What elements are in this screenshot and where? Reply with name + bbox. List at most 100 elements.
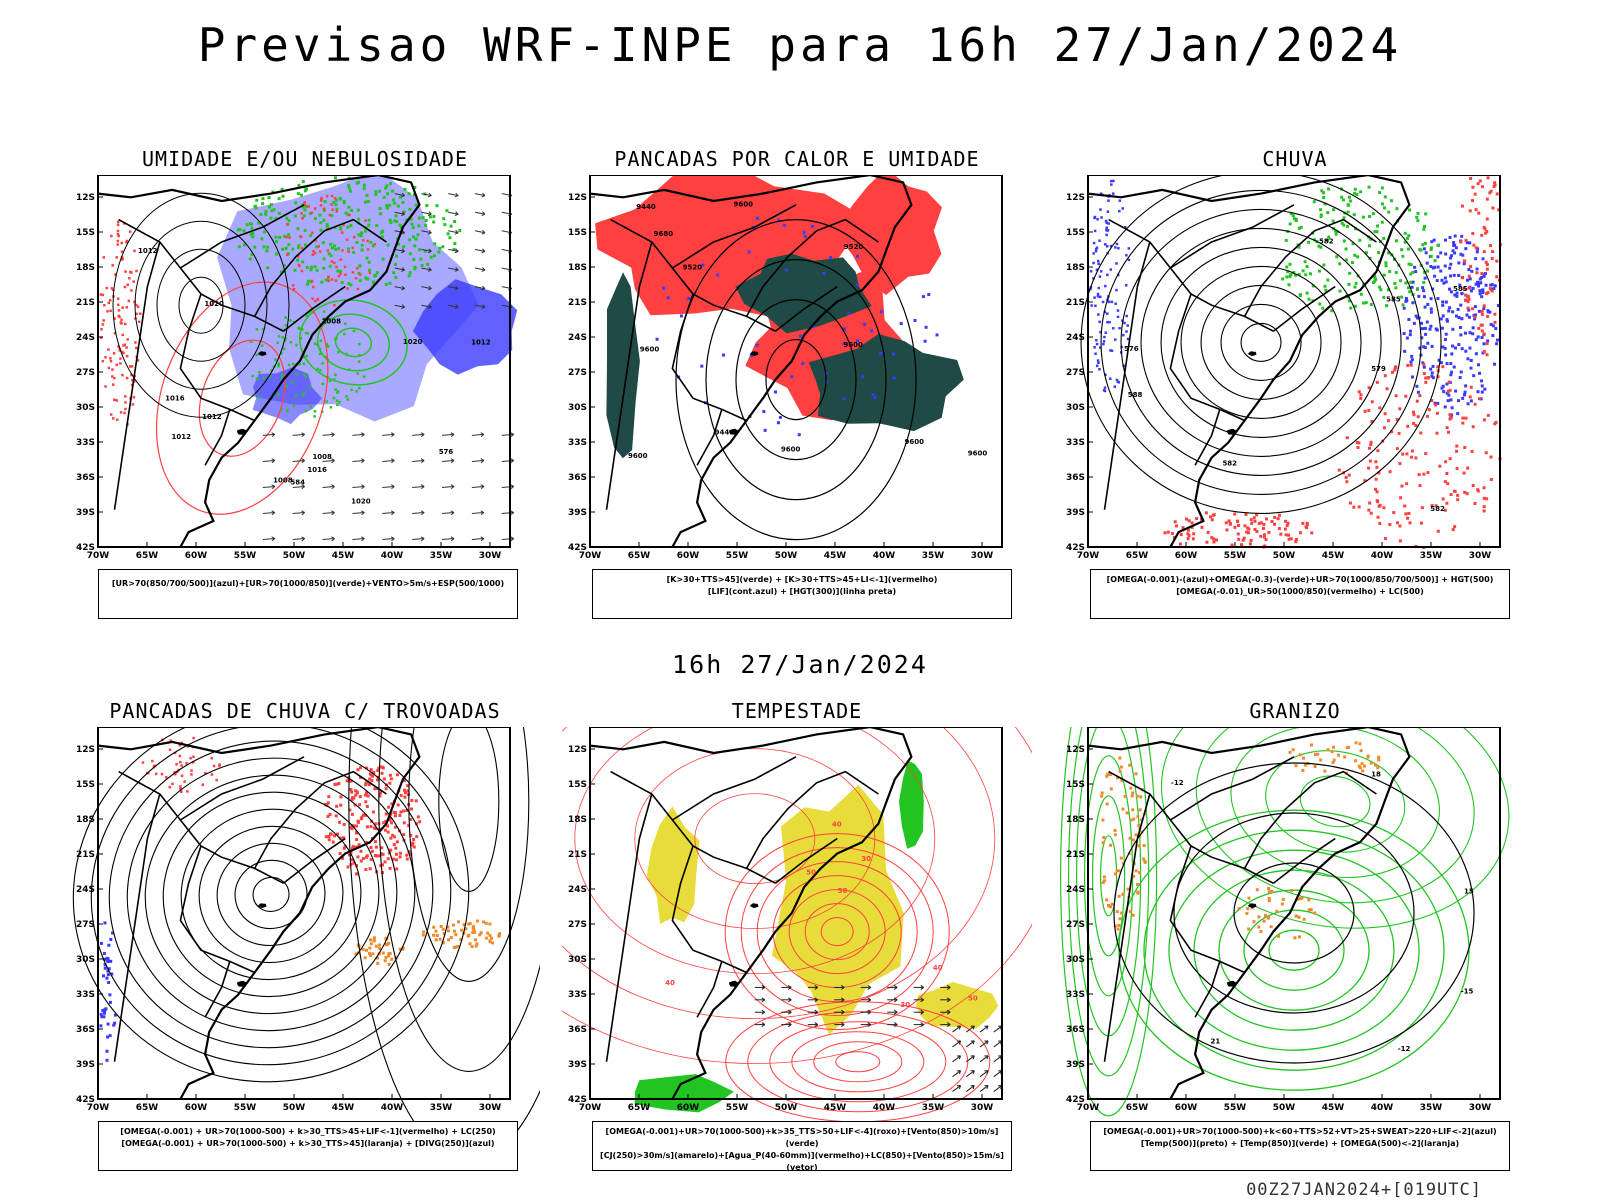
data-pixel xyxy=(1281,277,1285,281)
data-pixel xyxy=(843,327,847,331)
data-pixel xyxy=(1424,452,1428,456)
data-pixel xyxy=(1247,896,1251,900)
data-pixel xyxy=(1424,376,1428,380)
data-pixel xyxy=(1301,521,1305,525)
data-pixel xyxy=(1495,259,1499,263)
data-pixel xyxy=(260,344,264,347)
data-pixel xyxy=(1477,282,1481,286)
data-pixel xyxy=(1462,471,1466,475)
data-pixel xyxy=(368,271,372,275)
wind-vector xyxy=(448,229,459,235)
data-pixel xyxy=(109,309,112,313)
data-pixel xyxy=(352,824,356,828)
data-pixel xyxy=(1228,522,1232,526)
data-pixel xyxy=(99,941,103,945)
data-pixel xyxy=(309,280,313,284)
data-pixel xyxy=(1430,344,1434,348)
data-pixel xyxy=(1353,285,1357,289)
data-pixel xyxy=(1392,511,1396,515)
contour-line xyxy=(694,793,816,884)
lat-label: 21S xyxy=(76,298,95,308)
data-pixel xyxy=(388,781,392,785)
data-pixel xyxy=(1485,230,1489,234)
data-pixel xyxy=(405,218,409,222)
data-pixel xyxy=(329,254,333,258)
data-pixel xyxy=(1289,537,1293,541)
data-pixel xyxy=(1480,295,1484,299)
wind-vector xyxy=(352,536,365,542)
data-pixel xyxy=(1359,190,1363,194)
wind-vector xyxy=(394,267,405,272)
data-pixel xyxy=(299,193,303,197)
data-pixel xyxy=(1294,764,1298,768)
data-pixel xyxy=(1458,283,1462,287)
data-pixel xyxy=(128,365,132,368)
data-pixel xyxy=(1317,269,1321,273)
data-pixel xyxy=(1407,262,1411,266)
data-pixel xyxy=(1422,345,1426,349)
lat-label: 30S xyxy=(76,403,95,413)
data-pixel xyxy=(1480,272,1484,276)
wind-vector xyxy=(322,536,335,542)
data-pixel xyxy=(277,335,281,338)
data-pixel xyxy=(1423,326,1427,330)
data-pixel xyxy=(111,368,114,371)
data-pixel xyxy=(1429,367,1433,371)
data-pixel xyxy=(798,334,802,338)
data-pixel xyxy=(1464,298,1468,302)
data-pixel xyxy=(1448,287,1452,291)
data-pixel xyxy=(1186,532,1190,536)
data-pixel xyxy=(274,235,278,239)
wind-vector xyxy=(834,1022,845,1028)
data-pixel xyxy=(1113,833,1117,837)
data-pixel xyxy=(1461,416,1465,420)
data-pixel xyxy=(378,189,382,193)
data-pixel xyxy=(251,374,254,378)
data-pixel xyxy=(1276,934,1280,938)
data-pixel xyxy=(105,286,109,290)
data-pixel xyxy=(358,264,362,268)
data-pixel xyxy=(368,954,372,958)
lat-label: 42S xyxy=(1066,543,1085,553)
wind-vector xyxy=(352,484,365,490)
legend-line: [OMEGA(-0.001) + UR>70(1000-500) + k>30_… xyxy=(121,1139,495,1148)
lon-label: 35W xyxy=(922,551,945,561)
data-pixel xyxy=(398,947,402,951)
data-pixel xyxy=(1413,265,1417,269)
data-pixel xyxy=(266,245,270,249)
data-pixel xyxy=(326,801,330,805)
data-pixel xyxy=(388,952,392,956)
data-pixel xyxy=(1367,408,1371,412)
data-pixel xyxy=(1380,186,1384,190)
contour-label: 582 xyxy=(1319,238,1334,246)
data-pixel xyxy=(335,207,339,211)
data-pixel xyxy=(432,215,436,219)
data-pixel xyxy=(1275,909,1279,913)
wind-vector xyxy=(887,1009,898,1015)
data-pixel xyxy=(336,390,340,393)
data-pixel xyxy=(1089,270,1093,273)
data-pixel xyxy=(1485,497,1489,501)
data-pixel xyxy=(1302,756,1306,760)
data-pixel xyxy=(1277,513,1281,517)
data-pixel xyxy=(1294,540,1298,544)
data-pixel xyxy=(119,321,123,324)
data-pixel xyxy=(355,791,359,795)
data-pixel xyxy=(1406,516,1410,520)
data-pixel xyxy=(373,854,377,858)
data-pixel xyxy=(366,239,369,243)
data-pixel xyxy=(1122,333,1125,337)
data-pixel xyxy=(1441,384,1445,388)
country-border xyxy=(1169,845,1245,974)
data-pixel xyxy=(1489,455,1493,459)
lon-label: 45W xyxy=(824,1103,847,1113)
lon-label: 55W xyxy=(726,551,749,561)
data-pixel xyxy=(484,936,488,940)
data-pixel xyxy=(1448,266,1452,270)
data-pixel xyxy=(1294,537,1298,541)
data-pixel xyxy=(1421,243,1425,247)
data-pixel xyxy=(1101,818,1105,822)
data-pixel xyxy=(1121,807,1125,811)
contour-label: 50 xyxy=(838,887,848,895)
map-frame xyxy=(589,727,1003,1100)
